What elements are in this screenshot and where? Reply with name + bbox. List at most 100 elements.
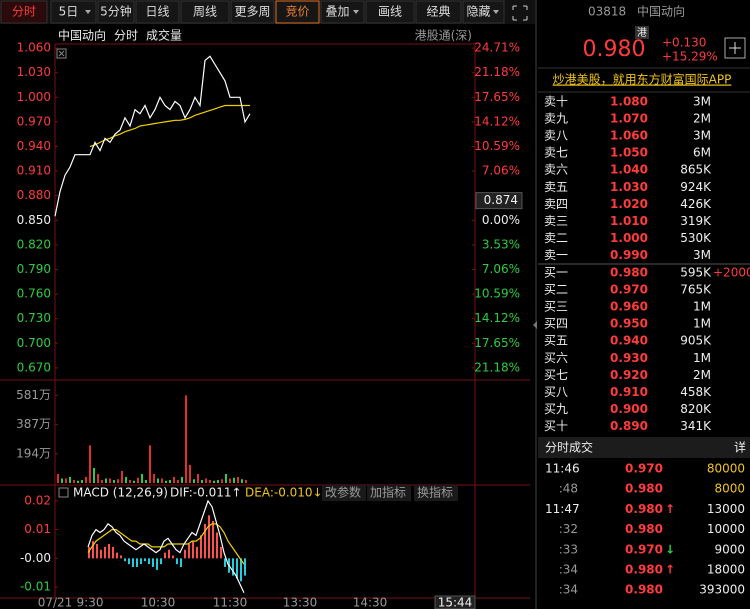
macd-bar (204, 523, 206, 559)
indicator-button-label[interactable]: 加指标 (370, 485, 406, 500)
pct-tick-label: 21.18% (474, 65, 520, 79)
average-line (89, 104, 250, 148)
book-level: 卖五 (544, 180, 568, 194)
volume-tick-label: 194万 (16, 446, 51, 460)
book-level: 卖八 (544, 129, 568, 143)
tab-label[interactable]: 竞价 (285, 5, 309, 19)
indicator-button[interactable] (414, 485, 458, 501)
book-level: 买五 (544, 334, 568, 348)
trade-time: :32 (559, 522, 578, 536)
macd-bar (192, 541, 194, 559)
trade-time: :33 (559, 542, 578, 556)
tab-label[interactable]: 经典 (426, 5, 450, 19)
macd-title: MACD (12,26,9) (73, 486, 168, 500)
current-price-box (475, 192, 523, 210)
tab[interactable] (0, 0, 48, 24)
tab[interactable] (135, 0, 180, 24)
tab[interactable] (415, 0, 462, 24)
tab[interactable] (180, 0, 230, 24)
book-level: 卖一 (544, 248, 568, 262)
tab[interactable] (97, 0, 135, 24)
volume-bar (221, 479, 223, 483)
book-level: 买十 (544, 419, 568, 433)
tab-label[interactable]: 日线 (145, 5, 169, 19)
close-icon[interactable] (58, 487, 69, 498)
volume-bar (149, 445, 151, 483)
pct-tick-label: 10.59% (474, 139, 520, 153)
tab-label[interactable]: 叠加 (325, 5, 349, 19)
volume-bar (201, 479, 203, 483)
trade-volume: 9000 (714, 542, 745, 556)
book-price: 0.930 (610, 351, 648, 365)
book-level: 买九 (544, 402, 568, 416)
book-volume: 1M (693, 351, 711, 365)
volume-bar (189, 464, 191, 483)
book-level: 卖四 (544, 197, 568, 211)
book-price: 0.970 (610, 283, 648, 297)
volume-bar (117, 479, 119, 483)
book-price: 1.030 (610, 180, 648, 194)
tab[interactable] (320, 0, 365, 24)
tab[interactable] (365, 0, 415, 24)
dropdown-arrow (493, 10, 499, 14)
book-delta: +2000 (713, 266, 750, 280)
macd-bar (240, 558, 242, 582)
pct-tick-label: 17.65% (474, 90, 520, 104)
volume-bar (61, 478, 63, 483)
macd-tick-label: -0.00 (20, 551, 51, 565)
trades-detail[interactable]: 详 (734, 440, 746, 455)
time-tick-label: 15:44 (438, 596, 473, 609)
volume-bar (137, 477, 139, 483)
volume-bar (165, 480, 167, 483)
tab[interactable] (275, 0, 320, 24)
volume-bar (101, 479, 103, 483)
book-volume: 3M (693, 248, 711, 262)
price-tick-label: 0.790 (17, 262, 51, 276)
close-icon[interactable] (56, 48, 67, 59)
trade-price: 0.980 (625, 583, 663, 597)
macd-bar (120, 555, 122, 559)
book-price: 1.000 (610, 231, 648, 245)
book-volume: 458K (680, 385, 712, 399)
price-tick-label: 0.880 (17, 188, 51, 202)
add-button[interactable] (724, 37, 746, 59)
tab-label[interactable]: 5分钟 (100, 4, 132, 19)
indicator-button[interactable] (322, 485, 366, 501)
book-volume: 595K (680, 266, 712, 280)
tab-label[interactable]: 画线 (378, 5, 402, 19)
macd-bar (244, 558, 246, 576)
trade-volume: 8000 (714, 482, 745, 496)
macd-bar (176, 558, 178, 565)
dea-label: DEA:-0.010↓ (245, 486, 323, 500)
book-price: 0.950 (610, 317, 648, 331)
tab-label[interactable]: 更多周 (234, 5, 270, 19)
tab-label[interactable]: 周线 (193, 5, 217, 19)
volume-bar (197, 473, 199, 483)
macd-bar (116, 552, 118, 559)
price-change-pct: +15.29% (662, 50, 718, 64)
fullscreen-icon[interactable] (512, 5, 528, 21)
indicator-button-label[interactable]: 改参数 (325, 485, 361, 500)
last-price: 0.980 (583, 37, 646, 62)
collapse-arrow[interactable] (533, 321, 537, 329)
book-price: 0.900 (610, 402, 648, 416)
trade-volume: 18000 (707, 563, 745, 577)
trade-arrow: ↓ (665, 542, 675, 556)
book-volume: 3M (693, 129, 711, 143)
indicator-button[interactable] (367, 485, 411, 501)
indicator-button-label[interactable]: 换指标 (417, 485, 453, 500)
promo-link[interactable]: 炒港美股，就用东方财富国际APP (553, 72, 732, 87)
volume-bar (125, 476, 127, 483)
trade-volume: 13000 (707, 502, 745, 516)
book-price: 1.070 (610, 112, 648, 126)
tab[interactable] (50, 0, 97, 24)
tab-label[interactable]: 5日 (59, 5, 79, 19)
tab[interactable] (462, 0, 505, 24)
macd-bar (164, 552, 166, 559)
tab-label[interactable]: 隐藏 (466, 5, 490, 19)
tab-label[interactable]: 分时 (12, 5, 36, 19)
volume-bar (65, 478, 67, 483)
tab[interactable] (230, 0, 275, 24)
book-volume: 820K (680, 402, 712, 416)
volume-bar (169, 479, 171, 483)
